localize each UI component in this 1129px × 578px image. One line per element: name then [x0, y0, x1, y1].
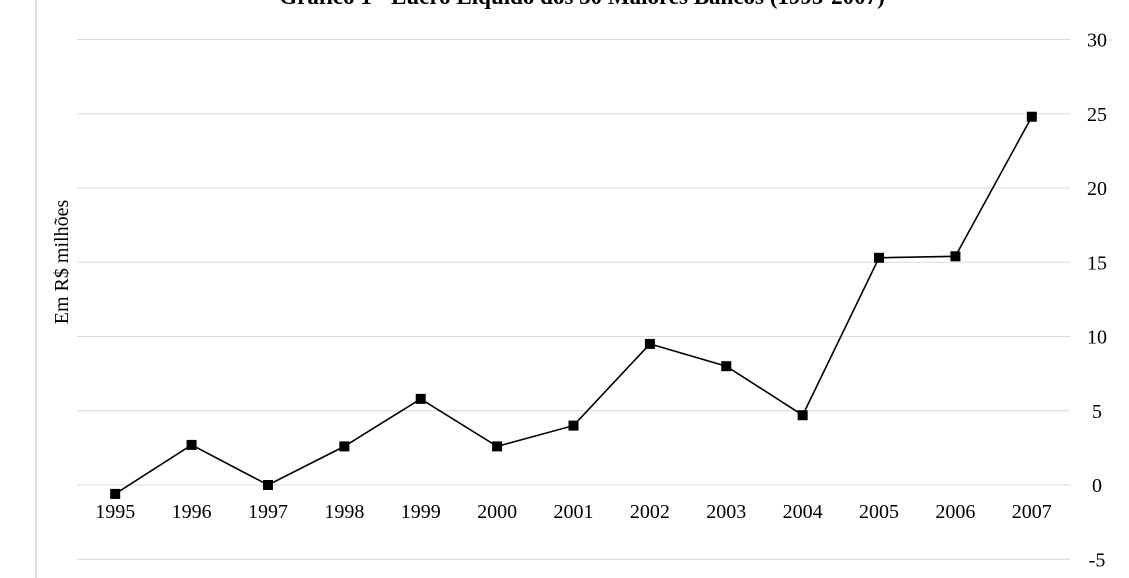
- data-point-2005: [874, 252, 885, 263]
- x-tick-label: 1997: [248, 501, 288, 523]
- x-axis-tick-labels: 1995 1996 1997 1998 1999 2000 2001 2002 2003 2004…: [95, 501, 1052, 523]
- y-tick-label: 5: [1092, 401, 1102, 423]
- data-series: [110, 111, 1037, 499]
- y-axis-tick-labels: -5 0 5 10 15 20 25 30: [1087, 30, 1107, 572]
- x-tick-label: 1999: [401, 501, 441, 523]
- y-tick-label: -5: [1089, 549, 1106, 571]
- data-point-2003: [721, 361, 732, 372]
- data-point-2000: [492, 441, 503, 452]
- x-tick-label: 2007: [1012, 501, 1052, 523]
- x-tick-label: 2006: [935, 501, 975, 523]
- x-tick-label: 1998: [324, 501, 364, 523]
- x-tick-label: 2005: [859, 501, 899, 523]
- y-tick-label: 15: [1087, 252, 1107, 274]
- series-line: [114, 116, 1033, 495]
- data-point-1998: [339, 441, 350, 452]
- data-point-1995: [110, 488, 121, 499]
- x-tick-label: 2003: [706, 501, 746, 523]
- gridlines: [77, 39, 1070, 560]
- x-tick-label: 2000: [477, 501, 517, 523]
- data-point-2004: [797, 410, 808, 421]
- x-tick-label: 1996: [172, 501, 212, 523]
- y-tick-label: 30: [1087, 30, 1107, 52]
- data-point-1999: [415, 393, 426, 404]
- y-tick-label: 0: [1092, 475, 1102, 497]
- y-tick-label: 20: [1087, 178, 1107, 200]
- chart-title: Gráfico 1 - Lucro Líquido dos 50 Maiores…: [279, 0, 884, 9]
- x-tick-label: 2004: [783, 501, 823, 523]
- y-axis-label: Em R$ milhões: [51, 200, 73, 325]
- x-tick-label: 2002: [630, 501, 670, 523]
- data-point-1997: [262, 480, 273, 490]
- data-point-2001: [568, 420, 579, 431]
- x-tick-label: 1995: [95, 501, 135, 523]
- data-point-2002: [644, 338, 655, 349]
- data-point-1996: [186, 439, 197, 450]
- y-tick-label: 10: [1087, 327, 1107, 349]
- x-tick-label: 2001: [554, 501, 594, 523]
- y-tick-label: 25: [1087, 104, 1107, 126]
- data-point-2006: [950, 251, 961, 262]
- data-point-2007: [1026, 111, 1037, 122]
